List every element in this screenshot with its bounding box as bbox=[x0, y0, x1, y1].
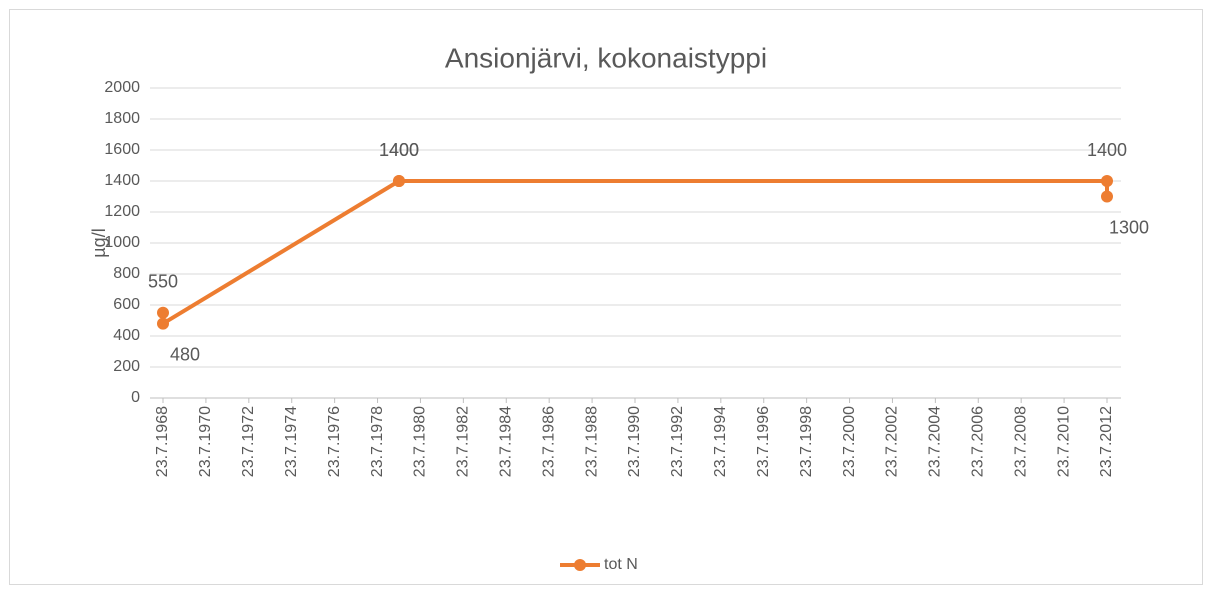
marker bbox=[1101, 175, 1113, 187]
x-tick-label: 23.7.1982 bbox=[455, 406, 472, 477]
x-tick-label: 23.7.1976 bbox=[326, 406, 343, 477]
x-tick-label: 23.7.1992 bbox=[669, 406, 686, 477]
x-tick-label: 23.7.1998 bbox=[798, 406, 815, 477]
marker bbox=[157, 317, 169, 330]
data-label: 480 bbox=[170, 344, 200, 364]
chart-title: Ansionjärvi, kokonaistyppi bbox=[445, 42, 767, 73]
x-tick-label: 23.7.1994 bbox=[712, 406, 729, 477]
y-tick-label: 0 bbox=[131, 389, 140, 406]
x-tick-label: 23.7.2002 bbox=[884, 406, 901, 477]
x-tick-label: 23.7.2012 bbox=[1098, 406, 1115, 477]
x-tick-label: 23.7.1990 bbox=[626, 406, 643, 477]
x-tick-label: 23.7.1974 bbox=[283, 406, 300, 477]
x-tick-label: 23.7.1996 bbox=[755, 406, 772, 477]
x-tick-label: 23.7.1986 bbox=[540, 406, 557, 477]
y-tick-label: 600 bbox=[113, 296, 140, 313]
data-label: 1400 bbox=[379, 140, 419, 160]
y-tick-label: 1000 bbox=[104, 234, 140, 251]
data-label: 1400 bbox=[1087, 140, 1127, 160]
chart-border bbox=[9, 9, 1203, 585]
y-tick-label: 2000 bbox=[104, 79, 140, 96]
y-tick-label: 1800 bbox=[104, 110, 140, 127]
x-tick-label: 23.7.1984 bbox=[497, 406, 514, 477]
legend-marker bbox=[574, 559, 586, 571]
y-tick-label: 400 bbox=[113, 327, 140, 344]
x-tick-label: 23.7.2008 bbox=[1012, 406, 1029, 477]
legend-label: tot N bbox=[604, 556, 638, 573]
y-tick-label: 800 bbox=[113, 265, 140, 282]
x-tick-label: 23.7.1988 bbox=[583, 406, 600, 477]
y-tick-label: 1600 bbox=[104, 141, 140, 158]
x-tick-label: 23.7.1972 bbox=[240, 406, 257, 477]
data-label: 1300 bbox=[1109, 217, 1149, 237]
x-tick-label: 23.7.2000 bbox=[841, 406, 858, 477]
y-axis-label: µg/l bbox=[89, 228, 109, 257]
marker bbox=[157, 306, 169, 319]
x-tick-label: 23.7.1978 bbox=[369, 406, 386, 477]
x-tick-label: 23.7.1980 bbox=[412, 406, 429, 477]
x-tick-label: 23.7.2006 bbox=[969, 406, 986, 477]
x-tick-label: 23.7.2010 bbox=[1055, 406, 1072, 477]
y-tick-label: 200 bbox=[113, 358, 140, 375]
y-tick-label: 1400 bbox=[104, 172, 140, 189]
x-tick-label: 23.7.1968 bbox=[154, 406, 171, 477]
marker bbox=[1101, 190, 1113, 203]
data-label: 1400 bbox=[379, 140, 419, 160]
marker bbox=[393, 175, 405, 187]
data-label: 550 bbox=[148, 272, 178, 292]
x-tick-label: 23.7.1970 bbox=[197, 406, 214, 477]
y-tick-label: 1200 bbox=[104, 203, 140, 220]
x-tick-label: 23.7.2004 bbox=[927, 406, 944, 477]
